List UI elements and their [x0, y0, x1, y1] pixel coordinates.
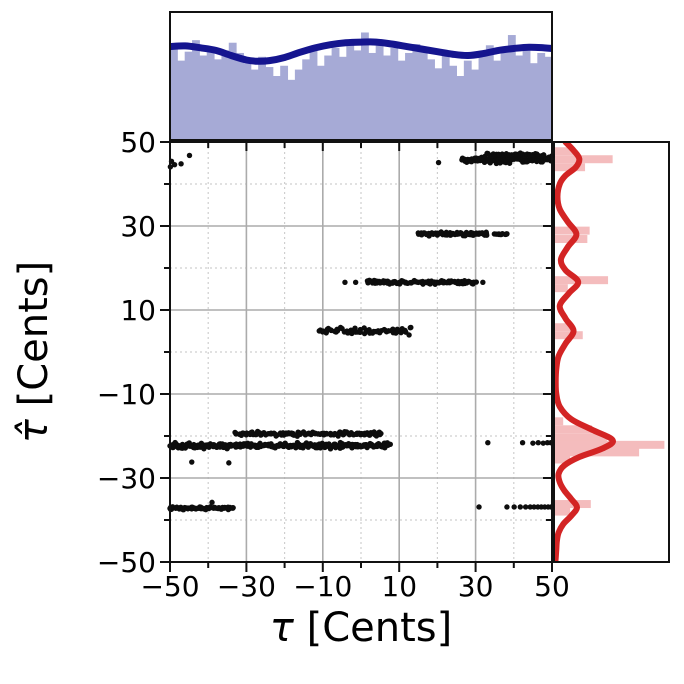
- x-tick-label: 30: [458, 570, 494, 603]
- x-tick-label: −30: [217, 570, 276, 603]
- y-tick-labels: 50 30 10 −10 −30 −50: [97, 126, 156, 579]
- right-kde-curve: [554, 142, 616, 562]
- y-axis-label-symbol: τ̂: [11, 419, 57, 444]
- y-tick-label: 10: [120, 294, 156, 327]
- y-tick-label: −30: [97, 462, 156, 495]
- x-tick-label: −50: [140, 570, 199, 603]
- y-axis-label: τ̂ [Cents]: [11, 140, 64, 564]
- top-marginal-histogram: [169, 11, 553, 141]
- right-marginal-histogram: [553, 141, 670, 563]
- main-plot-frame: [160, 141, 553, 572]
- x-axis-label-symbol: τ: [269, 605, 294, 651]
- right-hist-frame: [553, 141, 670, 563]
- top-kde-curve: [170, 38, 552, 65]
- x-axis-label: τ [Cents]: [170, 606, 552, 650]
- scatter-points: [167, 150, 555, 513]
- y-tick-label: −50: [97, 546, 156, 579]
- x-tick-label: −10: [293, 570, 352, 603]
- x-tick-label: 50: [534, 570, 570, 603]
- x-tick-labels: −50 −30 −10 10 30 50: [140, 570, 569, 603]
- y-axis-label-unit: [Cents]: [11, 260, 57, 420]
- x-tick-label: 10: [381, 570, 417, 603]
- x-axis-label-unit: [Cents]: [293, 605, 453, 651]
- y-tick-label: 30: [120, 210, 156, 243]
- top-hist-frame: [169, 11, 553, 141]
- y-tick-label: 50: [120, 126, 156, 159]
- y-tick-label: −10: [97, 378, 156, 411]
